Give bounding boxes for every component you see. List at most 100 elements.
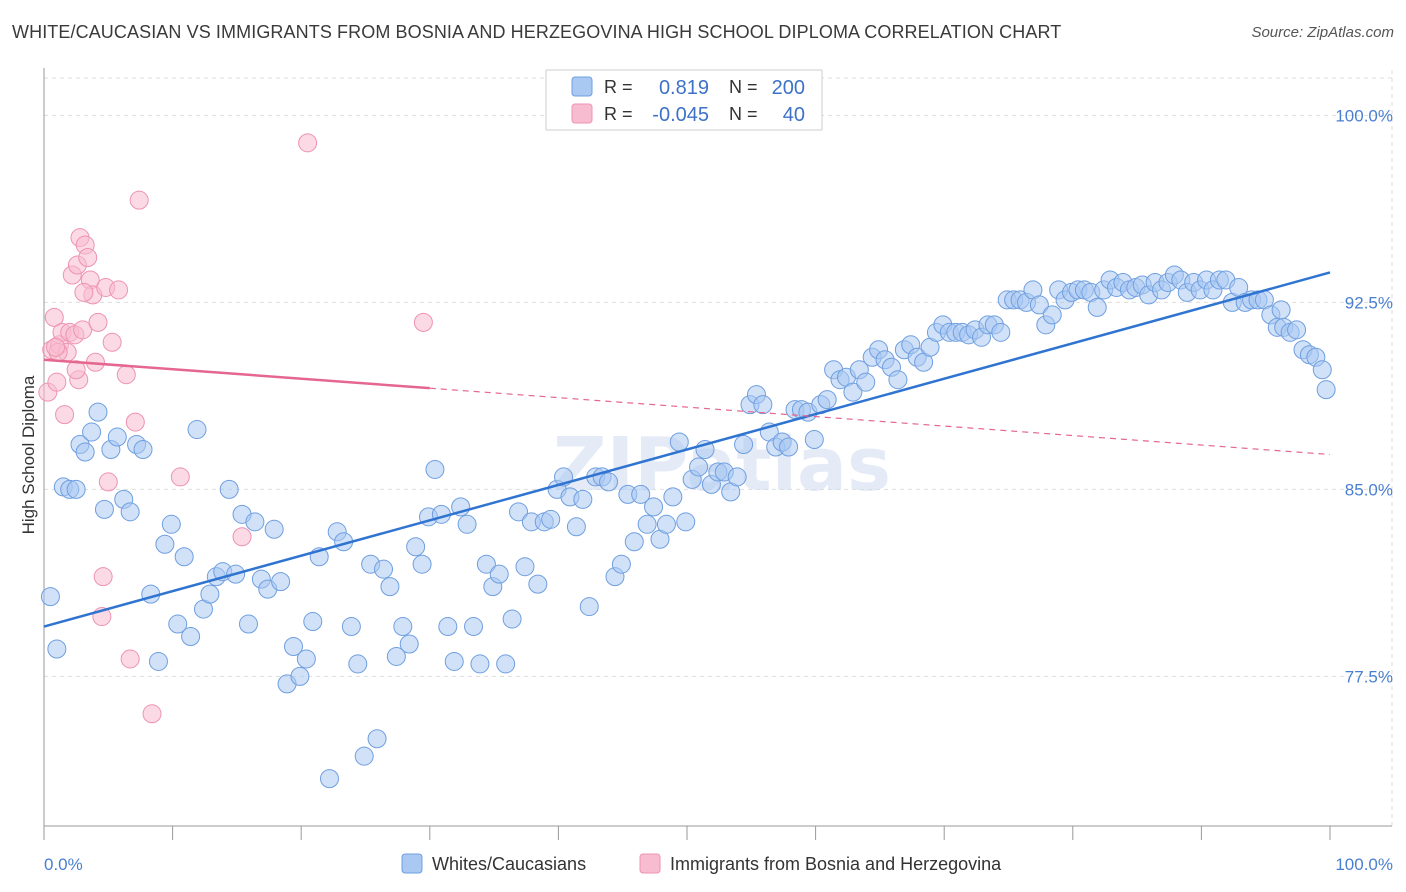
legend-r-label-blue: R = [604,77,633,97]
blue-point [386,646,406,666]
pink-point [73,320,93,340]
source-note: Source: ZipAtlas.com [1251,24,1394,41]
pink-series-points [38,133,433,724]
blue-point [631,484,651,504]
blue-point [1087,297,1107,317]
blue-point [502,609,522,629]
blue-series-points [40,265,1336,789]
blue-point [624,532,644,552]
blue-point [817,390,837,410]
blue-point [856,372,876,392]
blue-point [579,597,599,617]
blue-point [264,519,284,539]
blue-point [804,430,824,450]
legend-r-label-pink: R = [604,104,633,124]
blue-point [1029,295,1049,315]
blue-point [88,402,108,422]
blue-point [515,557,535,577]
pink-point [55,405,75,425]
pink-point [120,649,140,669]
pink-point [93,567,113,587]
blue-point [290,666,310,686]
blue-point [496,654,516,674]
blue-point [245,512,265,532]
x-tick-label-min: 0.0% [44,855,83,874]
blue-point [283,636,303,656]
pink-point [413,312,433,332]
pink-point [46,337,66,357]
blue-point [399,634,419,654]
trend-lines [43,271,1331,628]
blue-point [380,577,400,597]
pink-point [125,412,145,432]
blue-point [637,514,657,534]
blue-point [367,729,387,749]
blue-point [412,554,432,574]
bottom-legend-swatch-blue [401,853,423,874]
blue-trend-line [43,271,1331,628]
blue-point [40,587,60,607]
pink-point [102,332,122,352]
pink-point [142,704,162,724]
blue-point [181,627,201,647]
blue-point [393,617,413,637]
blue-point [779,437,799,457]
legend-n-value-blue: 200 [772,77,805,99]
legend-r-value-pink: -0.045 [652,104,709,126]
blue-point [476,554,496,574]
gridlines [44,70,1393,826]
blue-point [133,440,153,460]
blue-point [47,639,67,659]
blue-point [155,534,175,554]
y-tick-label: 92.5% [1345,293,1393,312]
pink-point [66,360,86,380]
blue-point [303,612,323,632]
blue-point [843,382,863,402]
pink-point [298,133,318,153]
blue-point [238,614,258,634]
blue-point [676,512,696,532]
blue-point [689,457,709,477]
blue-point [599,472,619,492]
pink-point [47,372,67,392]
bottom-legend: Whites/Caucasians Immigrants from Bosnia… [401,853,1002,874]
pink-point [78,248,98,268]
blue-point [753,395,773,415]
blue-point [341,617,361,637]
y-tick-labels: 77.5% 85.0% 92.5% 100.0% [1335,106,1393,686]
axes [43,68,1392,840]
pink-point [44,307,64,327]
blue-point [611,554,631,574]
blue-point [187,420,207,440]
blue-point [161,514,181,534]
blue-point [120,502,140,522]
blue-point [271,572,291,592]
blue-point [656,514,676,534]
blue-point [148,651,168,671]
blue-point [727,467,747,487]
blue-point [644,497,664,517]
blue-point [174,547,194,567]
legend-r-value-blue: 0.819 [659,77,709,99]
blue-point [528,574,548,594]
blue-point [566,517,586,537]
blue-point [1271,300,1291,320]
blue-point [94,499,114,519]
blue-point [669,432,689,452]
blue-point [991,322,1011,342]
blue-point [573,489,593,509]
blue-point [425,459,445,479]
blue-point [82,422,102,442]
pink-point [232,527,252,547]
bottom-legend-label-blue: Whites/Caucasians [432,854,586,874]
blue-point [348,654,368,674]
blue-point [1287,320,1307,340]
bottom-legend-swatch-pink [639,853,661,874]
blue-point [354,746,374,766]
blue-point [734,435,754,455]
x-tick-label-max: 100.0% [1335,855,1393,874]
legend-n-value-pink: 40 [783,104,805,126]
blue-point [438,617,458,637]
blue-point [1316,380,1336,400]
